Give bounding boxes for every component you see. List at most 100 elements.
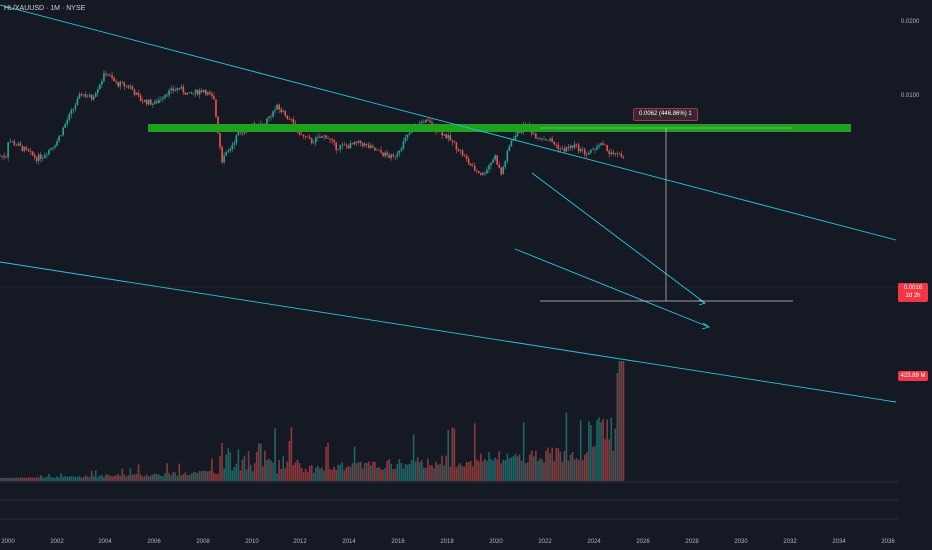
volume-bar bbox=[235, 463, 238, 481]
candle-body bbox=[78, 94, 81, 99]
volume-bar bbox=[62, 476, 64, 481]
volume-bar bbox=[359, 461, 362, 481]
candle-body bbox=[156, 101, 158, 103]
candle-body bbox=[600, 143, 602, 146]
candle-body bbox=[219, 133, 221, 148]
candle-body bbox=[66, 120, 69, 125]
candle-body bbox=[374, 147, 376, 151]
candle-body bbox=[105, 73, 107, 75]
candle-body bbox=[243, 132, 246, 134]
candle-body bbox=[392, 154, 395, 157]
volume-bar bbox=[3, 477, 5, 481]
candle-body bbox=[41, 157, 44, 159]
candle-body bbox=[270, 116, 272, 118]
symbol-title[interactable]: HL/XAUUSD · 1M · NYSE bbox=[4, 5, 86, 12]
candle-body bbox=[361, 143, 364, 147]
candle-body bbox=[490, 162, 492, 166]
candle-body bbox=[461, 150, 464, 156]
measure-label[interactable]: 0.0062 (446.86%) 1 bbox=[633, 108, 698, 121]
lower-channel-line[interactable] bbox=[0, 261, 897, 403]
candle-body bbox=[166, 94, 168, 96]
volume-bar bbox=[445, 455, 448, 481]
candle-body bbox=[72, 108, 75, 110]
upper-channel-line[interactable] bbox=[0, 4, 897, 241]
volume-bar bbox=[162, 476, 164, 481]
candle-body bbox=[88, 95, 91, 97]
volume-bar bbox=[23, 477, 26, 481]
volume-bar bbox=[573, 459, 576, 481]
volume-bar bbox=[420, 459, 423, 481]
candle-body bbox=[278, 104, 280, 110]
candle-body bbox=[508, 145, 511, 151]
volume-bar bbox=[604, 439, 606, 481]
volume-bar bbox=[535, 450, 537, 481]
volume-bar bbox=[251, 471, 254, 481]
candle-body bbox=[178, 88, 181, 89]
candle-body bbox=[565, 147, 568, 152]
candle-body bbox=[158, 99, 160, 103]
volume-bar bbox=[245, 469, 248, 481]
candle-body bbox=[345, 144, 348, 146]
candle-body bbox=[357, 140, 360, 143]
volume-bar bbox=[119, 475, 122, 481]
volume-bar bbox=[512, 455, 515, 481]
volume-bar bbox=[319, 468, 321, 481]
candle-body bbox=[353, 141, 356, 145]
volume-bar bbox=[76, 476, 79, 481]
volume-bar bbox=[325, 446, 327, 481]
volume-bar bbox=[606, 419, 608, 481]
candle-body bbox=[274, 109, 276, 112]
volume-bar bbox=[315, 467, 317, 481]
volume-bar bbox=[610, 417, 613, 481]
candle-body bbox=[372, 145, 374, 148]
volume-bar bbox=[231, 470, 234, 481]
volume-bar bbox=[113, 476, 115, 481]
volume-bar bbox=[557, 448, 560, 481]
candle-body bbox=[386, 152, 388, 155]
candle-body bbox=[21, 145, 24, 151]
volume-bar bbox=[72, 476, 75, 481]
candle-body bbox=[588, 152, 590, 155]
volume-bar bbox=[461, 466, 464, 481]
volume-bar bbox=[475, 459, 478, 481]
candle-body bbox=[160, 99, 162, 100]
wedge-lower-line[interactable] bbox=[514, 248, 710, 328]
resistance-zone[interactable] bbox=[148, 124, 851, 132]
candle-body bbox=[610, 152, 613, 155]
volume-bar bbox=[365, 462, 368, 481]
candle-body bbox=[221, 147, 223, 163]
volume-bar bbox=[15, 477, 18, 481]
volume-bar bbox=[323, 470, 325, 481]
volume-bar bbox=[176, 475, 179, 481]
candle-body bbox=[231, 144, 234, 149]
candle-body bbox=[60, 135, 62, 137]
trendlines[interactable] bbox=[0, 4, 897, 403]
candle-body bbox=[315, 137, 317, 143]
candle-body bbox=[99, 84, 101, 90]
candle-body bbox=[143, 99, 146, 102]
chart-grid bbox=[0, 73, 898, 97]
candle-body bbox=[557, 144, 560, 150]
candle-body bbox=[463, 155, 466, 157]
candle-body bbox=[11, 141, 14, 143]
candle-body bbox=[594, 149, 596, 151]
candle-body bbox=[121, 81, 124, 83]
candle-body bbox=[310, 138, 313, 143]
volume-bar bbox=[97, 477, 99, 481]
candle-body bbox=[186, 92, 189, 95]
volume-bar bbox=[618, 361, 621, 481]
candle-body bbox=[204, 90, 207, 95]
candle-body bbox=[608, 150, 611, 155]
volume-bar bbox=[200, 471, 203, 481]
volume-bar bbox=[317, 465, 319, 481]
volume-bar bbox=[563, 450, 566, 481]
candle-body bbox=[317, 136, 319, 138]
candle-body bbox=[172, 88, 174, 91]
wedge-upper-line[interactable] bbox=[531, 172, 706, 304]
candle-body bbox=[494, 155, 496, 160]
candle-body bbox=[64, 124, 66, 128]
volume-bar bbox=[518, 454, 521, 481]
candle-body bbox=[404, 137, 407, 142]
candle-body bbox=[620, 153, 623, 158]
